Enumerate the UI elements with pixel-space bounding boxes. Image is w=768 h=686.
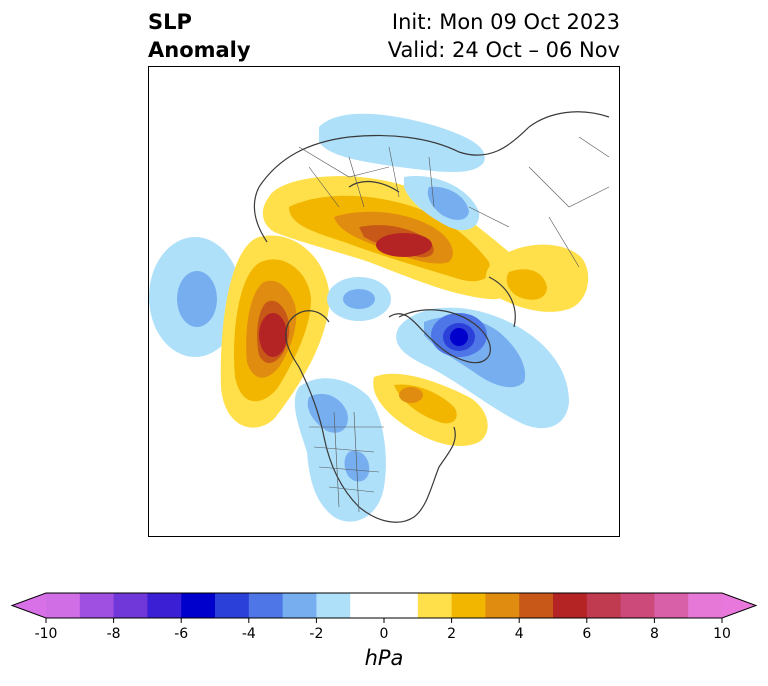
colorbar-tick-label: 6 <box>582 626 591 642</box>
colorbar-tick-label: 10 <box>713 626 731 642</box>
colorbar-bin-0 <box>46 593 81 618</box>
europe-high <box>485 244 589 312</box>
colorbar-bin-5 <box>215 593 250 618</box>
colorbar-tick-label: 8 <box>650 626 659 642</box>
colorbar-bin-17 <box>654 593 689 618</box>
greenland-low <box>396 307 569 429</box>
arctic-low <box>327 277 391 321</box>
colorbar-bin-1 <box>79 593 115 618</box>
title-line-2: Anomaly <box>148 38 251 62</box>
colorbar-bin-11 <box>451 593 486 618</box>
eurasia-high <box>262 176 520 300</box>
atlantic-canada-high <box>373 373 488 447</box>
colorbar-tick-label: 0 <box>380 626 389 642</box>
colorbar-tick-label: -10 <box>35 626 58 642</box>
colorbar-bin-4 <box>181 593 216 618</box>
colorbar-bins <box>46 593 723 618</box>
colorbar-bin-12 <box>485 593 520 618</box>
colorbar-bin-6 <box>248 593 284 618</box>
colorbar-bin-9 <box>350 593 419 618</box>
north-pacific-high <box>220 235 330 428</box>
colorbar-tick-label: 2 <box>447 626 456 642</box>
colorbar-tick-label: -2 <box>309 626 323 642</box>
map-title: SLP Anomaly <box>148 8 251 64</box>
colorbar-bin-13 <box>519 593 554 618</box>
anomaly-map <box>148 66 620 537</box>
colorbar-ticks: -10 -8 -6 -4 -2 0 2 4 6 8 10 <box>35 618 731 642</box>
run-info: Init: Mon 09 Oct 2023 Valid: 24 Oct – 06… <box>388 8 620 64</box>
colorbar-bin-18 <box>688 593 723 618</box>
colorbar-bin-7 <box>282 593 317 618</box>
init-date: Init: Mon 09 Oct 2023 <box>391 10 620 34</box>
siberia-low <box>319 113 485 231</box>
colorbar-bin-8 <box>316 593 351 618</box>
title-line-1: SLP <box>148 10 192 34</box>
colorbar-bin-2 <box>113 593 148 618</box>
colorbar-bin-10 <box>417 593 453 618</box>
colorbar-bin-14 <box>553 593 588 618</box>
valid-range: Valid: 24 Oct – 06 Nov <box>387 38 620 62</box>
map-canvas <box>149 111 610 523</box>
west-pacific-low <box>149 237 241 357</box>
colorbar-unit-label: hPa <box>364 646 404 670</box>
colorbar-bin-15 <box>586 593 622 618</box>
colorbar-tick-label: 4 <box>515 626 524 642</box>
central-us-low <box>294 378 386 522</box>
political-borders <box>298 136 610 513</box>
colorbar-tick-label: -8 <box>107 626 121 642</box>
colorbar-tick-label: -4 <box>242 626 256 642</box>
colorbar: -10 -8 -6 -4 -2 0 2 4 6 8 10 <box>10 592 758 642</box>
colorbar-tick-label: -6 <box>174 626 188 642</box>
colorbar-bin-3 <box>147 593 182 618</box>
colorbar-bin-16 <box>620 593 655 618</box>
colorbar-under-arrow <box>12 593 46 618</box>
colorbar-over-arrow <box>722 593 756 618</box>
